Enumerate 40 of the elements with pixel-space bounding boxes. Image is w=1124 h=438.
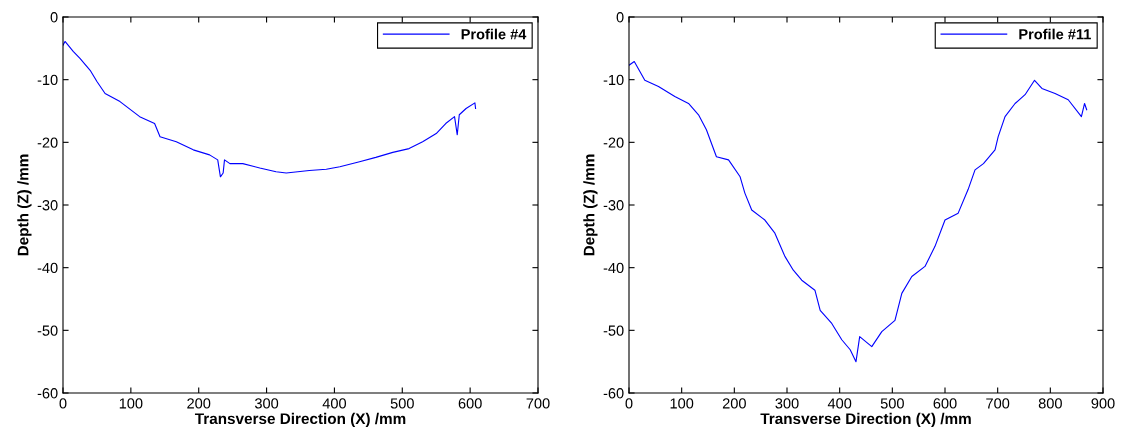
x-tick-label: 200 — [187, 398, 211, 409]
x-axis-title: Transverse Direction (X) /mm — [194, 412, 406, 428]
x-tick-label: 100 — [670, 398, 694, 409]
y-axis-title: Depth (Z) /mm — [583, 154, 598, 256]
x-tick-label: 600 — [458, 398, 482, 409]
x-tick-label: 200 — [722, 398, 746, 409]
x-tick-label: 500 — [880, 398, 904, 409]
y-tick-label: -10 — [603, 74, 624, 86]
y-tick-label: -30 — [603, 200, 624, 211]
y-tick-label: -30 — [37, 200, 58, 211]
y-tick-label: -60 — [603, 388, 624, 399]
x-tick-label: 0 — [59, 398, 67, 409]
legend-label: Profile #4 — [461, 28, 527, 40]
x-axis-title: Transverse Direction (X) /mm — [760, 412, 971, 428]
x-tick-label: 300 — [775, 398, 799, 409]
x-tick-label: 300 — [254, 398, 279, 409]
y-tick-label: -20 — [603, 137, 624, 148]
y-tick-label: -20 — [37, 137, 58, 148]
y-tick-label: -50 — [603, 325, 624, 336]
y-tick-label: -40 — [37, 262, 58, 274]
y-tick-label: -60 — [37, 388, 58, 399]
x-tick-label: 500 — [390, 398, 414, 409]
x-tick-label: 700 — [986, 398, 1010, 409]
y-tick-label: -50 — [37, 325, 58, 336]
x-tick-label: 700 — [526, 398, 550, 409]
line-series — [629, 60, 1088, 363]
x-tick-label: 400 — [322, 398, 347, 409]
legend-label: Profile #11 — [1019, 28, 1091, 40]
y-tick-label: 0 — [616, 12, 624, 23]
y-tick-label: 0 — [50, 12, 58, 23]
x-tick-label: 800 — [1038, 398, 1062, 409]
y-axis-title: Depth (Z) /mm — [17, 154, 32, 256]
line-series — [63, 40, 477, 178]
y-tick-label: -10 — [37, 74, 58, 86]
x-tick-label: 0 — [625, 398, 633, 409]
x-tick-label: 400 — [827, 398, 852, 409]
y-tick-label: -40 — [603, 262, 624, 274]
x-tick-label: 900 — [1091, 398, 1115, 409]
x-tick-label: 600 — [933, 398, 957, 409]
x-tick-label: 100 — [119, 398, 143, 409]
